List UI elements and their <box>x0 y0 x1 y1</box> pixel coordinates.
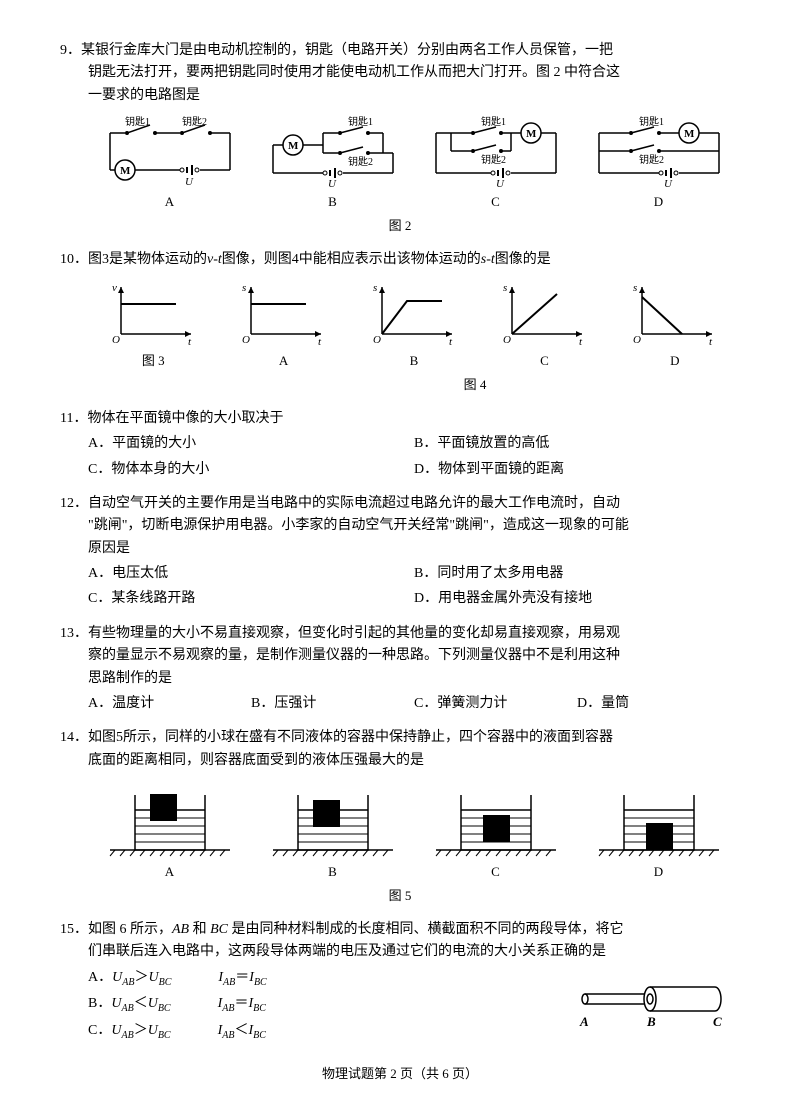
q12-opt-a: A．电压太低 <box>88 563 414 585</box>
graph-d: s t O D <box>610 279 740 372</box>
svg-text:C: C <box>713 1014 722 1029</box>
svg-text:钥匙1: 钥匙1 <box>348 115 373 128</box>
circuit-a: 钥匙1 钥匙2 U M <box>88 115 251 213</box>
question-15: 15．如图 6 所示，AB 和 BC 是由同种材料制成的长度相同、横截面积不同的… <box>60 919 740 1044</box>
q13-opts: A．温度计 B．压强计 C．弹簧测力计 D．量筒 <box>88 693 740 715</box>
q10-text: 10．图3是某物体运动的v-t图像，则图4中能相应表示出该物体运动的s-t图像的… <box>60 249 740 271</box>
svg-text:t: t <box>318 336 322 348</box>
svg-text:U: U <box>328 178 337 190</box>
svg-text:钥匙1: 钥匙1 <box>639 115 664 128</box>
q9-line3: 一要求的电路图是 <box>88 85 740 107</box>
q12-opt-b: B．同时用了太多用电器 <box>414 563 740 585</box>
q13-opt-a: A．温度计 <box>88 693 251 715</box>
q12-opts-row2: C．某条线路开路 D．用电器金属外壳没有接地 <box>88 588 740 610</box>
svg-text:O: O <box>112 334 120 346</box>
circuit-c: 钥匙1 钥匙2 M <box>414 115 577 213</box>
svg-text:钥匙2: 钥匙2 <box>639 153 664 166</box>
circuit-d: 钥匙1 钥匙2 M <box>577 115 740 213</box>
q12-opt-c: C．某条线路开路 <box>88 588 414 610</box>
circuit-b: 钥匙1 钥匙2 M <box>251 115 414 213</box>
svg-text:O: O <box>503 334 511 346</box>
fig4-caption: 图 4 <box>210 375 740 396</box>
q15-opt-c: C．UAB＞UBC IAB＜IBC <box>88 1020 560 1044</box>
svg-text:M: M <box>526 128 537 140</box>
q15-opt-a: A．UAB＞UBC IAB＝IBC <box>88 967 560 991</box>
question-11: 11．物体在平面镜中像的大小取决于 A．平面镜的大小 B．平面镜放置的高低 C．… <box>60 408 740 481</box>
question-13: 13．有些物理量的大小不易直接观察，但变化时引起的其他量的变化却易直接观察，用易… <box>60 623 740 716</box>
q12-opt-d: D．用电器金属外壳没有接地 <box>414 588 740 610</box>
svg-text:t: t <box>709 336 713 348</box>
q15-body: A．UAB＞UBC IAB＝IBC B．UAB＜UBC IAB＝IBC C．UA… <box>88 964 740 1044</box>
q9-diagrams: 钥匙1 钥匙2 U M <box>88 115 740 213</box>
svg-text:t: t <box>449 336 453 348</box>
q13-opt-c: C．弹簧测力计 <box>414 693 577 715</box>
graph-b: s t O B <box>349 279 479 372</box>
fig5-caption: 图 5 <box>60 886 740 907</box>
q14-diagrams: A B <box>88 780 740 883</box>
svg-text:钥匙1: 钥匙1 <box>481 115 506 128</box>
q10-diagrams: v t O 图 3 s t O A <box>88 279 740 372</box>
svg-text:v: v <box>112 282 117 294</box>
q11-opt-d: D．物体到平面镜的距离 <box>414 459 740 481</box>
svg-text:钥匙2: 钥匙2 <box>348 155 373 168</box>
fig2-caption: 图 2 <box>60 216 740 237</box>
graph-a: s t O A <box>218 279 348 372</box>
q11-opt-c: C．物体本身的大小 <box>88 459 414 481</box>
q13-opt-d: D．量筒 <box>577 693 740 715</box>
q9-text: 9．某银行金库大门是由电动机控制的，钥匙（电路开关）分别由两名工作人员保管，一把 <box>60 40 740 62</box>
container-d: D <box>577 780 740 883</box>
container-a: A <box>88 780 251 883</box>
svg-text:O: O <box>373 334 381 346</box>
graph-c: s t O C <box>479 279 609 372</box>
q15-figure: A B C <box>560 974 740 1034</box>
q9-line2: 钥匙无法打开，要两把钥匙同时使用才能使电动机工作从而把大门打开。图 2 中符合这 <box>88 62 740 84</box>
svg-text:B: B <box>646 1014 656 1029</box>
question-12: 12．自动空气开关的主要作用是当电路中的实际电流超过电路允许的最大工作电流时，自… <box>60 493 740 611</box>
svg-text:O: O <box>633 334 641 346</box>
svg-text:M: M <box>684 128 695 140</box>
svg-text:M: M <box>120 165 131 177</box>
q15-opt-b: B．UAB＜UBC IAB＝IBC <box>88 993 560 1017</box>
svg-text:s: s <box>373 282 377 294</box>
q9-num: 9． <box>60 43 81 58</box>
graph-vt: v t O 图 3 <box>88 279 218 372</box>
svg-text:U: U <box>185 176 194 188</box>
container-b: B <box>251 780 414 883</box>
svg-text:t: t <box>188 336 192 348</box>
svg-text:A: A <box>579 1014 589 1029</box>
q11-opt-b: B．平面镜放置的高低 <box>414 433 740 455</box>
q13-opt-b: B．压强计 <box>251 693 414 715</box>
container-c: C <box>414 780 577 883</box>
q11-opts-row1: A．平面镜的大小 B．平面镜放置的高低 <box>88 433 740 455</box>
svg-text:s: s <box>633 282 637 294</box>
svg-text:M: M <box>288 140 299 152</box>
svg-text:O: O <box>242 334 250 346</box>
svg-text:s: s <box>242 282 246 294</box>
svg-text:钥匙2: 钥匙2 <box>481 153 506 166</box>
q11-opt-a: A．平面镜的大小 <box>88 433 414 455</box>
question-14: 14．如图5所示，同样的小球在盛有不同液体的容器中保持静止，四个容器中的液面到容… <box>60 727 740 906</box>
svg-text:s: s <box>503 282 507 294</box>
question-9: 9．某银行金库大门是由电动机控制的，钥匙（电路开关）分别由两名工作人员保管，一把… <box>60 40 740 237</box>
question-10: 10．图3是某物体运动的v-t图像，则图4中能相应表示出该物体运动的s-t图像的… <box>60 249 740 396</box>
q11-opts-row2: C．物体本身的大小 D．物体到平面镜的距离 <box>88 459 740 481</box>
svg-text:t: t <box>579 336 583 348</box>
q15-options: A．UAB＞UBC IAB＝IBC B．UAB＜UBC IAB＝IBC C．UA… <box>88 964 560 1044</box>
svg-text:U: U <box>496 178 505 190</box>
page-footer: 物理试题第 2 页（共 6 页） <box>60 1064 740 1085</box>
svg-text:U: U <box>664 178 673 190</box>
q12-opts-row1: A．电压太低 B．同时用了太多用电器 <box>88 563 740 585</box>
